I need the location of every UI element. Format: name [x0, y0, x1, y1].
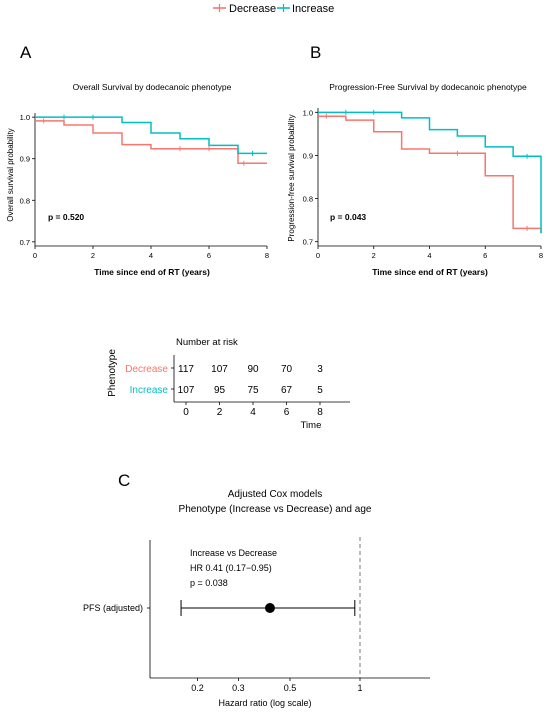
chart-a-title: Overall Survival by dodecanoic phenotype: [73, 82, 232, 92]
risk-table-cell-decrease: 90: [247, 364, 259, 375]
forest-xtick-label: 0.3: [232, 683, 245, 693]
risk-table-row-label-increase: Increase: [130, 385, 169, 396]
chart-b-title: Progression-Free Survival by dodecanoic …: [329, 82, 527, 92]
risk-table-cell-increase: 107: [178, 385, 195, 396]
forest-annotation-line-1: Increase vs Decrease: [190, 548, 277, 558]
chart-b-xtick-label: 8: [539, 251, 543, 260]
chart-a-xlabel: Time since end of RT (years): [94, 267, 210, 277]
chart-a-ytick-label: 0.9: [20, 155, 30, 164]
risk-table-ylabel: Phenotype: [107, 349, 118, 397]
chart-b-xtick-label: 4: [427, 251, 431, 260]
panel-c-forest-plot: Adjusted Cox models Phenotype (Increase …: [83, 489, 430, 708]
panel-letter-a: A: [20, 43, 32, 62]
chart-a-series-increase: [35, 116, 267, 155]
risk-table-xtick-label: 8: [317, 407, 323, 418]
chart-b-xtick-label: 6: [483, 251, 487, 260]
panel-letter-c: C: [118, 471, 130, 490]
panel-a-overall-survival: Overall Survival by dodecanoic phenotype…: [6, 82, 269, 277]
chart-a-ytick-label: 0.7: [20, 238, 30, 247]
forest-annotation-line-2: HR 0.41 (0.17−0.95): [190, 563, 272, 573]
risk-table-title: Number at risk: [176, 337, 238, 348]
risk-table-cell-decrease: 3: [317, 364, 323, 375]
chart-a-xtick-label: 6: [207, 251, 211, 260]
legend-label-increase: Increase: [292, 3, 334, 15]
chart-b-xtick-label: 2: [372, 251, 376, 260]
risk-table-body: Decrease 117 107 90 70 3 Increase 107 95 75 67 5 0 2 4…: [125, 355, 350, 418]
risk-table-xtick-label: 6: [284, 407, 290, 418]
risk-table-cell-decrease: 70: [281, 364, 293, 375]
forest-xtick-label: 0.2: [191, 683, 204, 693]
chart-b-ytick-label: 0.8: [303, 195, 313, 204]
chart-a-plot-area: 0.7 0.8 0.9 1.0 0 2 4 6 8: [20, 113, 269, 260]
chart-b-ytick-label: 0.9: [303, 151, 313, 160]
chart-a-xtick-label: 4: [149, 251, 153, 260]
legend-label-decrease: Decrease: [229, 3, 276, 15]
chart-b-ytick-label: 0.7: [303, 238, 313, 247]
chart-b-xlabel: Time since end of RT (years): [372, 267, 488, 277]
forest-plot-area: 0.2 0.3 0.5 1 PFS (adjusted): [83, 537, 430, 693]
risk-table-row-label-decrease: Decrease: [125, 364, 168, 375]
forest-row-label: PFS (adjusted): [83, 603, 143, 613]
chart-b-series-decrease: [318, 115, 542, 234]
forest-xtick-label: 0.5: [284, 683, 297, 693]
forest-xtick-label: 1: [357, 683, 362, 693]
risk-table-cell-increase: 95: [214, 385, 226, 396]
chart-a-xtick-label: 0: [33, 251, 37, 260]
risk-table-cell-decrease: 107: [211, 364, 228, 375]
panel-b-progression-free-survival: Progression-Free Survival by dodecanoic …: [287, 82, 543, 277]
risk-table-xtick-label: 4: [250, 407, 256, 418]
chart-b-series-increase: [318, 111, 542, 234]
chart-b-xtick-label: 0: [316, 251, 320, 260]
risk-table-cell-increase: 5: [317, 385, 323, 396]
chart-a-ytick-label: 1.0: [20, 113, 30, 122]
forest-title: Adjusted Cox models: [228, 489, 323, 500]
chart-a-xtick-label: 8: [265, 251, 269, 260]
forest-xlabel: Hazard ratio (log scale): [218, 698, 311, 708]
forest-annotation-line-3: p = 0.038: [190, 578, 228, 588]
chart-a-xtick-label: 2: [91, 251, 95, 260]
risk-table-cell-decrease: 117: [178, 364, 194, 375]
risk-table: Number at risk Phenotype Time Decrease 11…: [107, 337, 350, 431]
legend: Decrease Increase: [213, 3, 334, 15]
risk-table-cell-increase: 67: [281, 385, 293, 396]
risk-table-xtick-label: 2: [217, 407, 223, 418]
risk-table-cell-increase: 75: [247, 385, 259, 396]
chart-b-ylabel: Progression-free survival probability: [287, 114, 296, 241]
chart-b-pvalue: p = 0.043: [330, 212, 366, 222]
chart-a-pvalue: p = 0.520: [48, 212, 84, 222]
chart-b-ytick-label: 1.0: [303, 108, 313, 117]
forest-point-estimate: [264, 603, 275, 613]
panel-letter-b: B: [310, 43, 321, 62]
chart-a-ytick-label: 0.8: [20, 196, 30, 205]
forest-subtitle: Phenotype (Increase vs Decrease) and age: [179, 504, 372, 515]
risk-table-xtick-label: 0: [183, 407, 189, 418]
chart-b-plot-area: 0.7 0.8 0.9 1.0 0 2 4 6 8: [303, 108, 543, 260]
risk-table-xlabel: Time: [301, 420, 322, 431]
chart-a-ylabel: Overall survival probability: [6, 128, 15, 221]
